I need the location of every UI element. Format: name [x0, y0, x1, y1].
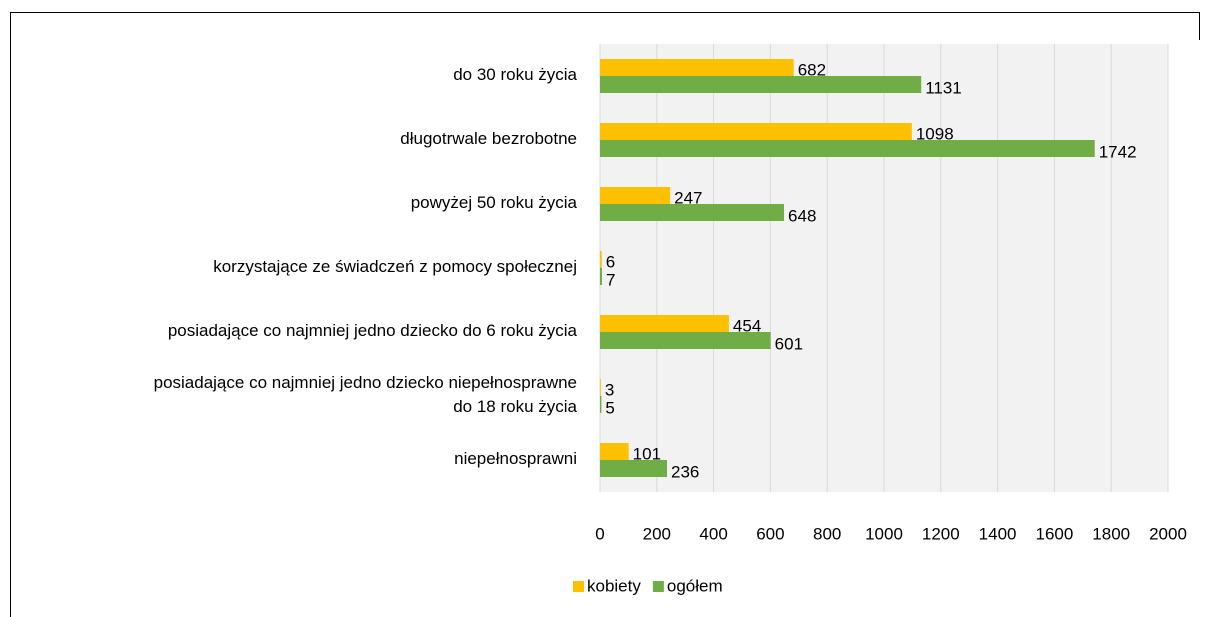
legend-label: ogółem — [667, 576, 723, 595]
frame — [10, 12, 1200, 617]
y-tick-label: niepełnosprawni — [454, 449, 577, 468]
data-label: 1131 — [925, 78, 962, 97]
x-tick-label: 2000 — [1149, 524, 1187, 543]
legend-label: kobiety — [587, 576, 641, 595]
bar — [600, 123, 912, 140]
x-tick-label: 200 — [643, 524, 671, 543]
y-tick-label: korzystające ze świadczeń z pomocy społe… — [213, 257, 577, 276]
bar — [600, 315, 729, 332]
bar — [600, 187, 671, 204]
x-tick-label: 400 — [699, 524, 727, 543]
bar — [600, 332, 771, 349]
data-label: 1098 — [916, 124, 954, 143]
y-tick-label: powyżej 50 roku życia — [411, 193, 578, 212]
bar — [600, 251, 602, 268]
y-tick-label: długotrwale bezrobotne — [400, 129, 577, 148]
bar — [600, 140, 1095, 157]
data-label: 5 — [605, 398, 614, 417]
legend-swatch — [573, 581, 584, 592]
x-tick-label: 1200 — [922, 524, 960, 543]
bar — [600, 396, 602, 413]
bar — [600, 59, 794, 76]
data-label: 101 — [633, 444, 661, 463]
x-tick-label: 1600 — [1035, 524, 1073, 543]
data-label: 601 — [775, 334, 803, 353]
bar — [600, 268, 602, 285]
x-tick-label: 800 — [813, 524, 841, 543]
bar — [600, 460, 668, 477]
data-label: 3 — [605, 380, 614, 399]
bar — [600, 204, 785, 221]
data-label: 648 — [788, 206, 816, 225]
bar — [600, 443, 629, 460]
data-label: 682 — [798, 60, 826, 79]
x-tick-label: 1000 — [865, 524, 903, 543]
y-tick-label: posiadające co najmniej jedno dziecko do… — [168, 321, 578, 340]
data-label: 1742 — [1099, 142, 1137, 161]
data-label: 6 — [606, 252, 615, 271]
data-label: 7 — [606, 270, 615, 289]
y-tick-label: posiadające co najmniej jedno dziecko ni… — [154, 373, 578, 416]
data-label: 454 — [733, 316, 761, 335]
bar — [600, 379, 601, 396]
data-label: 247 — [674, 188, 702, 207]
x-tick-label: 600 — [756, 524, 784, 543]
data-label: 236 — [671, 462, 699, 481]
bar — [600, 76, 922, 93]
y-tick-label: do 30 roku życia — [453, 65, 577, 84]
x-tick-label: 1400 — [979, 524, 1017, 543]
legend-swatch — [652, 581, 664, 592]
x-tick-label: 1800 — [1092, 524, 1130, 543]
x-tick-label: 0 — [595, 524, 604, 543]
